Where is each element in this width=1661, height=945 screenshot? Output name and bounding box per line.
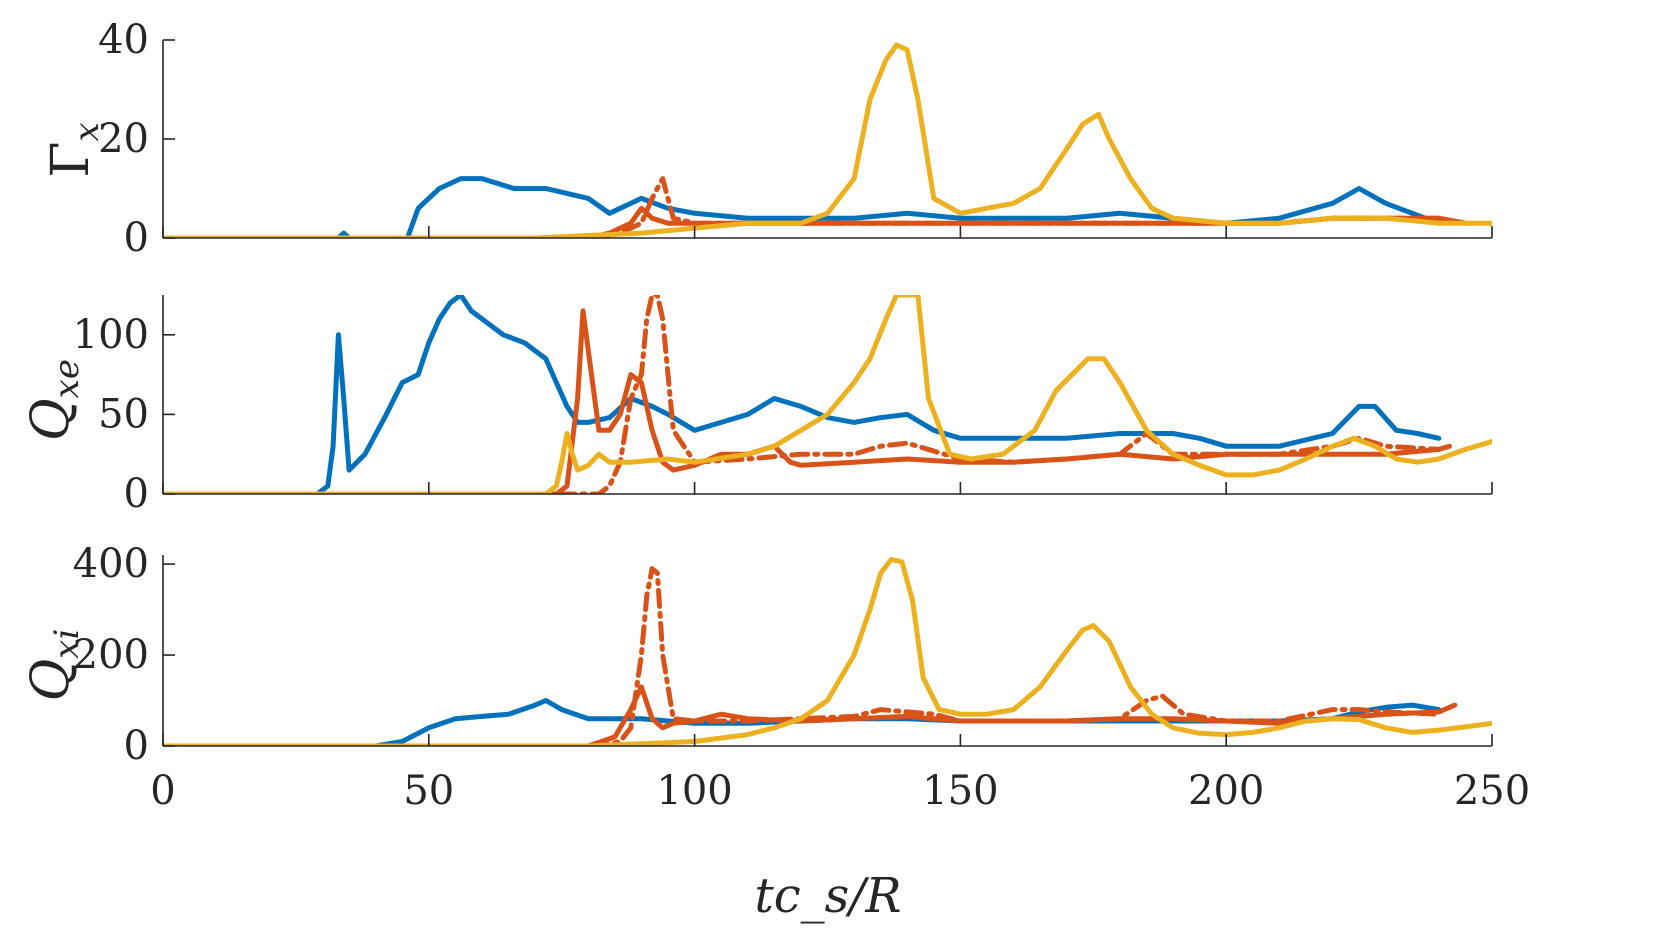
panel-gamma-x-series <box>163 42 1492 238</box>
series-yellow-solid <box>163 557 1492 746</box>
y-tick-label: 0 <box>124 215 149 261</box>
y-tick-label: 100 <box>73 312 149 358</box>
x-tick-label: 250 <box>1454 768 1530 814</box>
panel-gamma-x-ylabel: Γx <box>41 122 107 177</box>
y-tick-label: 50 <box>98 391 149 437</box>
x-axis-label: tc_s/R <box>754 868 901 924</box>
ylabel-main: Q <box>21 659 81 702</box>
y-tick-label: 400 <box>73 541 149 587</box>
series-orange-dashdot <box>163 566 1442 746</box>
panel-q-xi-axes: 0 200 400 0 50 100 150 200 250 <box>73 541 1531 814</box>
ylabel-sub: x <box>67 122 107 141</box>
ylabel-sub: xe <box>47 359 87 398</box>
panel-q-xe-ylabel: Qxe <box>21 359 87 441</box>
y-tick-label: 200 <box>73 632 149 678</box>
x-tick-label: 150 <box>922 768 998 814</box>
series-yellow-solid <box>163 42 1492 238</box>
y-tick-label: 40 <box>98 17 149 63</box>
panel-q-xi-series <box>163 557 1492 746</box>
ylabel-main: Q <box>21 398 81 441</box>
x-tick-label: 200 <box>1188 768 1264 814</box>
series-blue-solid <box>163 295 1442 494</box>
panel-gamma-x-axes: 0 20 40 <box>98 17 1493 261</box>
y-tick-label: 20 <box>98 116 149 162</box>
y-tick-label: 0 <box>124 723 149 769</box>
panel-gamma-x: 0 20 40 Γx <box>41 17 1493 261</box>
panel-q-xe: 0 50 100 Qxe <box>21 295 1493 517</box>
ylabel-main: Γ <box>41 142 101 178</box>
x-tick-label: 100 <box>656 768 732 814</box>
series-blue-solid <box>163 176 1442 238</box>
y-tick-label: 0 <box>124 471 149 517</box>
series-yellow-solid <box>163 295 1492 494</box>
panel-q-xe-axes: 0 50 100 <box>73 295 1493 517</box>
series-orange-dashdot <box>163 295 1442 494</box>
ylabel-sub: xi <box>47 629 87 659</box>
series-orange-dashdot <box>163 176 1468 238</box>
x-tick-label: 50 <box>403 768 454 814</box>
x-tick-label: 0 <box>150 768 175 814</box>
panel-q-xi-ylabel: Qxi <box>21 629 87 702</box>
panel-q-xi: 0 200 400 0 50 100 150 200 250 Qxi <box>21 541 1530 814</box>
panel-q-xe-series <box>163 295 1492 494</box>
